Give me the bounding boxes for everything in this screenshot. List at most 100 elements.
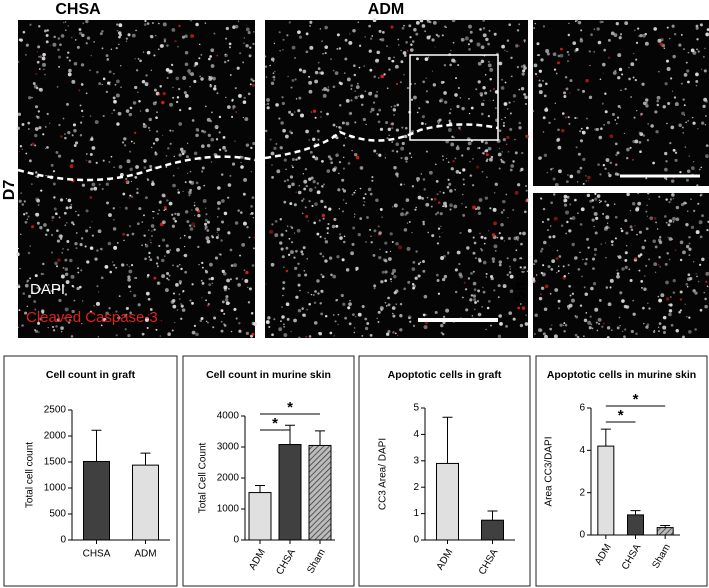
nucleus xyxy=(408,317,411,320)
nucleus xyxy=(550,168,553,171)
nucleus xyxy=(475,257,477,259)
nucleus xyxy=(165,244,169,248)
nucleus xyxy=(226,278,231,283)
nucleus xyxy=(113,219,115,221)
nucleus xyxy=(336,48,339,50)
nucleus xyxy=(21,203,25,206)
nucleus xyxy=(690,198,692,201)
nucleus xyxy=(670,77,673,80)
nucleus xyxy=(90,137,94,141)
nucleus xyxy=(243,96,246,100)
nucleus xyxy=(252,247,255,250)
nucleus xyxy=(369,37,373,40)
nucleus xyxy=(523,259,525,261)
nucleus xyxy=(205,299,207,302)
nucleus xyxy=(193,79,197,84)
nucleus xyxy=(105,54,109,57)
nucleus xyxy=(409,320,412,323)
nucleus xyxy=(688,254,691,257)
nucleus xyxy=(42,52,46,57)
nucleus xyxy=(85,209,89,213)
nucleus xyxy=(39,55,42,58)
nucleus xyxy=(490,274,494,278)
nucleus xyxy=(327,222,330,226)
nucleus xyxy=(34,105,39,109)
nucleus xyxy=(644,239,647,242)
nucleus xyxy=(569,79,573,83)
nucleus xyxy=(565,232,567,235)
nucleus xyxy=(378,29,382,33)
nucleus xyxy=(363,201,366,203)
y-tick-label: 6 xyxy=(579,403,585,414)
nucleus xyxy=(18,150,21,153)
nucleus xyxy=(39,87,43,92)
nucleus xyxy=(293,203,297,207)
nucleus xyxy=(90,54,92,57)
nucleus xyxy=(697,280,700,283)
nucleus xyxy=(422,260,425,263)
nucleus xyxy=(272,75,276,79)
nucleus xyxy=(172,217,176,221)
nucleus xyxy=(421,115,425,119)
nucleus xyxy=(439,191,441,193)
nucleus xyxy=(332,167,337,172)
nucleus xyxy=(422,222,425,226)
nucleus xyxy=(220,239,223,242)
nucleus xyxy=(540,286,545,290)
nucleus xyxy=(71,309,75,314)
nucleus xyxy=(115,266,117,269)
nucleus xyxy=(125,180,129,184)
nucleus xyxy=(436,279,440,282)
nucleus xyxy=(469,161,471,163)
nucleus xyxy=(601,20,604,23)
nucleus xyxy=(668,219,673,223)
nucleus xyxy=(195,332,199,337)
nucleus xyxy=(32,291,34,293)
nucleus xyxy=(99,247,103,251)
nucleus xyxy=(559,323,563,327)
nucleus xyxy=(442,191,445,194)
nucleus xyxy=(157,48,160,51)
nucleus xyxy=(500,158,503,161)
nucleus xyxy=(681,126,684,129)
nucleus xyxy=(144,19,147,23)
nucleus xyxy=(145,316,149,321)
nucleus xyxy=(112,96,116,100)
nucleus xyxy=(206,143,211,148)
nucleus xyxy=(409,48,414,52)
nucleus xyxy=(574,256,578,260)
nucleus xyxy=(481,306,483,308)
nucleus xyxy=(274,220,278,223)
nucleus xyxy=(291,166,294,169)
nucleus xyxy=(486,158,489,161)
nucleus xyxy=(464,288,468,291)
nucleus xyxy=(300,250,304,254)
nucleus xyxy=(84,245,87,248)
nucleus xyxy=(516,29,520,32)
nucleus xyxy=(378,231,382,235)
nucleus xyxy=(531,277,536,282)
nucleus xyxy=(269,229,274,234)
nucleus xyxy=(113,109,116,112)
nucleus xyxy=(342,144,346,147)
nucleus xyxy=(485,328,487,331)
nucleus xyxy=(485,153,489,157)
nucleus xyxy=(71,134,74,137)
nucleus xyxy=(483,99,485,102)
nucleus xyxy=(675,205,680,210)
chart-title: Apoptotic cells in murine skin xyxy=(547,369,696,381)
nucleus xyxy=(225,26,230,31)
nucleus xyxy=(562,324,565,326)
nucleus xyxy=(494,250,497,252)
nucleus xyxy=(208,277,211,281)
nucleus xyxy=(60,326,64,330)
nucleus xyxy=(427,56,430,58)
nucleus xyxy=(584,262,588,266)
nucleus xyxy=(161,274,166,279)
nucleus xyxy=(665,198,668,201)
nucleus xyxy=(586,237,589,241)
nucleus xyxy=(225,37,228,40)
nucleus xyxy=(631,202,636,206)
nucleus xyxy=(108,160,111,163)
nucleus xyxy=(484,196,489,200)
